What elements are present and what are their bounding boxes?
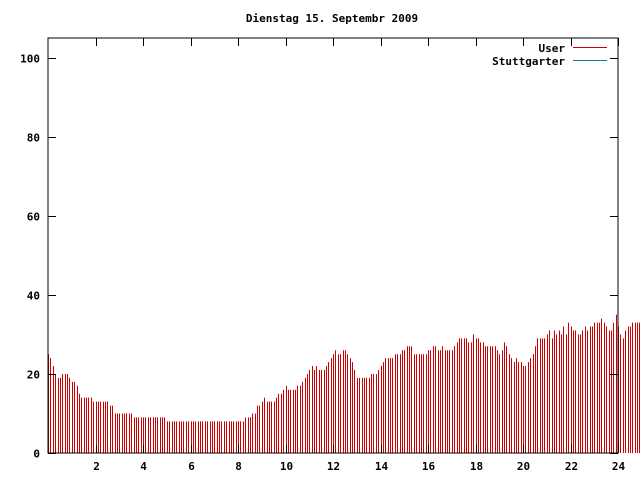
- y-tick-label: 20: [27, 369, 40, 382]
- x-tick-label: 2: [93, 460, 100, 473]
- chart-title: Dienstag 15. Septembr 2009: [246, 12, 418, 25]
- y-tick-label: 60: [27, 211, 40, 224]
- x-tick-label: 20: [517, 460, 530, 473]
- bars-layer: [48, 314, 640, 453]
- legend-label: Stuttgarter: [492, 55, 565, 68]
- legend-label: User: [539, 42, 566, 55]
- y-tick-label: 100: [20, 53, 40, 66]
- x-tick-label: 4: [140, 460, 147, 473]
- x-tick-label: 16: [422, 460, 436, 473]
- x-tick-label: 8: [235, 460, 242, 473]
- y-tick-label: 80: [27, 132, 40, 145]
- x-tick-label: 14: [375, 460, 389, 473]
- y-tick-label: 40: [27, 290, 40, 303]
- x-tick-label: 22: [565, 460, 578, 473]
- x-tick-label: 18: [470, 460, 483, 473]
- x-tick-label: 24: [612, 460, 626, 473]
- x-tick-label: 10: [280, 460, 293, 473]
- y-tick-label: 0: [33, 448, 40, 461]
- x-tick-label: 6: [188, 460, 195, 473]
- x-tick-label: 12: [327, 460, 340, 473]
